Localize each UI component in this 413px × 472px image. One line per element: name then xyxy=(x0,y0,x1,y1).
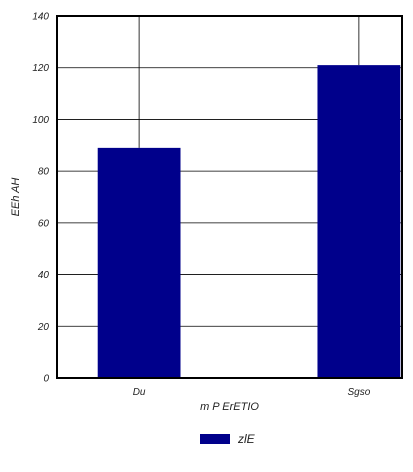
legend-label: zlE xyxy=(237,432,256,446)
plot-frame xyxy=(56,15,403,379)
y-tick-label: 120 xyxy=(32,63,49,74)
y-tick-label: 140 xyxy=(32,12,49,23)
bar-du xyxy=(97,147,181,378)
bars xyxy=(97,65,401,378)
x-axis-title: m P ErETIO xyxy=(200,401,259,413)
y-tick-label: 80 xyxy=(38,167,50,178)
y-tick-labels: 0 20 40 60 80 100 120 140 xyxy=(32,12,49,385)
bar-sgso xyxy=(317,65,401,378)
y-tick-label: 40 xyxy=(38,270,50,281)
x-tick-label: Sgso xyxy=(347,387,370,398)
legend-swatch xyxy=(200,434,230,444)
x-tick-labels: Du Sgso xyxy=(133,387,371,398)
y-axis-title: EEh AH xyxy=(10,178,22,217)
y-tick-label: 20 xyxy=(37,322,50,333)
y-tick-label: 0 xyxy=(43,374,49,385)
vertical-gridlines xyxy=(138,16,360,148)
legend: zlE xyxy=(200,432,256,446)
y-tick-label: 60 xyxy=(38,218,50,229)
x-tick-label: Du xyxy=(133,387,146,398)
y-tick-label: 100 xyxy=(32,115,49,126)
